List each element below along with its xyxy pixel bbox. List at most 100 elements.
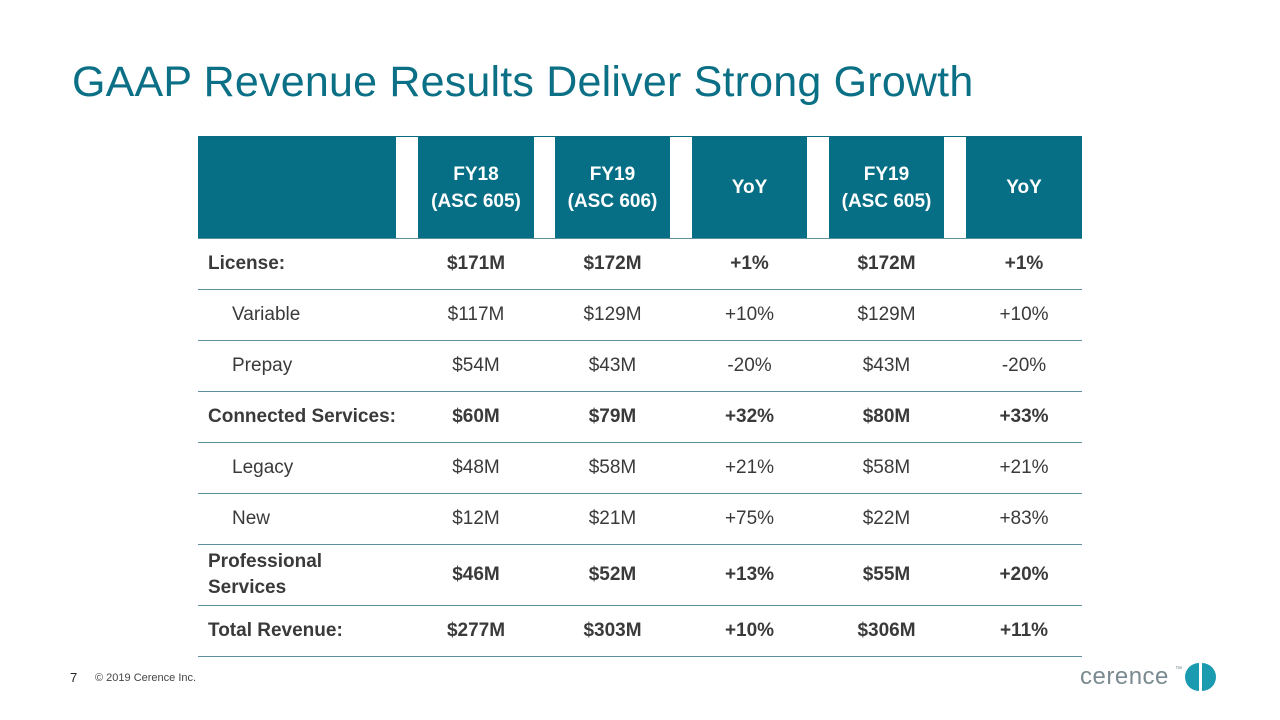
row-value: $55M	[829, 544, 944, 606]
cell-gap	[534, 493, 555, 545]
cell-gap	[670, 340, 692, 392]
cell-gap	[534, 391, 555, 443]
row-value: $43M	[829, 340, 944, 392]
cell-gap	[670, 442, 692, 494]
row-value: $303M	[555, 605, 670, 657]
header-yoy-1: YoY	[692, 136, 807, 239]
row-value: $58M	[555, 442, 670, 494]
cell-gap	[670, 238, 692, 290]
page-number: 7	[70, 670, 78, 685]
row-value: $12M	[418, 493, 534, 545]
cell-gap	[807, 391, 829, 443]
row-label: Professional Services	[198, 544, 396, 606]
cell-gap	[396, 605, 418, 657]
header-gap	[534, 136, 555, 239]
header-gap	[807, 136, 829, 239]
row-value: $117M	[418, 289, 534, 341]
row-label: Connected Services:	[198, 391, 396, 443]
cell-gap	[944, 605, 966, 657]
cell-gap	[396, 238, 418, 290]
cerence-logo: cerence ™	[1080, 663, 1216, 691]
row-value: -20%	[692, 340, 807, 392]
cell-gap	[944, 238, 966, 290]
header-fy19-asc605: FY19 (ASC 605)	[829, 136, 944, 239]
cell-gap	[534, 544, 555, 606]
cell-gap	[396, 289, 418, 341]
cell-gap	[807, 605, 829, 657]
row-value: -20%	[966, 340, 1082, 392]
cell-gap	[944, 340, 966, 392]
cell-gap	[944, 391, 966, 443]
header-gap	[670, 136, 692, 239]
cell-gap	[396, 493, 418, 545]
row-value: +21%	[966, 442, 1082, 494]
row-value: +32%	[692, 391, 807, 443]
row-value: $172M	[829, 238, 944, 290]
table-row: Professional Services $46M $52M +13% $55M +20…	[198, 544, 1082, 606]
row-value: +1%	[692, 238, 807, 290]
cell-gap	[670, 493, 692, 545]
header-fy19-asc606: FY19 (ASC 606)	[555, 136, 670, 239]
cell-gap	[944, 442, 966, 494]
row-label: Variable	[198, 289, 396, 341]
revenue-table: FY18 (ASC 605) FY19 (ASC 606) YoY FY19 (ASC…	[198, 136, 1082, 657]
header-gap	[944, 136, 966, 239]
row-value: $80M	[829, 391, 944, 443]
row-label: License:	[198, 238, 396, 290]
row-value: $43M	[555, 340, 670, 392]
table-body: License: $171M $172M +1% $172M +1% Variable $11…	[198, 238, 1082, 657]
row-value: +33%	[966, 391, 1082, 443]
row-value: $21M	[555, 493, 670, 545]
row-value: +83%	[966, 493, 1082, 545]
header-fy18: FY18 (ASC 605)	[418, 136, 534, 239]
row-value: $129M	[555, 289, 670, 341]
row-value: $79M	[555, 391, 670, 443]
cell-gap	[534, 289, 555, 341]
cell-gap	[534, 340, 555, 392]
cell-gap	[807, 289, 829, 341]
row-value: +10%	[692, 605, 807, 657]
table-row: License: $171M $172M +1% $172M +1%	[198, 238, 1082, 290]
row-value: +20%	[966, 544, 1082, 606]
cell-gap	[807, 340, 829, 392]
table-row: Legacy $48M $58M +21% $58M +21%	[198, 442, 1082, 494]
row-value: +1%	[966, 238, 1082, 290]
row-label: New	[198, 493, 396, 545]
header-gap	[396, 136, 418, 239]
cell-gap	[396, 544, 418, 606]
row-value: $129M	[829, 289, 944, 341]
page-title: GAAP Revenue Results Deliver Strong Grow…	[72, 58, 974, 106]
cell-gap	[807, 544, 829, 606]
logo-text: cerence	[1080, 663, 1169, 690]
row-value: $48M	[418, 442, 534, 494]
cell-gap	[396, 391, 418, 443]
row-value: $277M	[418, 605, 534, 657]
row-value: +10%	[966, 289, 1082, 341]
table-header-row: FY18 (ASC 605) FY19 (ASC 606) YoY FY19 (ASC…	[198, 136, 1082, 239]
row-value: $306M	[829, 605, 944, 657]
row-value: +13%	[692, 544, 807, 606]
row-value: +75%	[692, 493, 807, 545]
row-value: $60M	[418, 391, 534, 443]
row-value: $52M	[555, 544, 670, 606]
cell-gap	[944, 289, 966, 341]
row-value: $171M	[418, 238, 534, 290]
cell-gap	[670, 391, 692, 443]
cell-gap	[534, 605, 555, 657]
logo-trademark: ™	[1175, 666, 1182, 673]
row-label: Prepay	[198, 340, 396, 392]
header-label-cell	[198, 136, 396, 239]
row-value: +10%	[692, 289, 807, 341]
cell-gap	[670, 544, 692, 606]
table-row: Prepay $54M $43M -20% $43M -20%	[198, 340, 1082, 392]
cell-gap	[944, 544, 966, 606]
table-row: Connected Services: $60M $79M +32% $80M +33%	[198, 391, 1082, 443]
row-value: $54M	[418, 340, 534, 392]
cell-gap	[807, 238, 829, 290]
row-value: $172M	[555, 238, 670, 290]
cell-gap	[534, 442, 555, 494]
row-value: $58M	[829, 442, 944, 494]
cell-gap	[396, 340, 418, 392]
row-value: $22M	[829, 493, 944, 545]
header-yoy-2: YoY	[966, 136, 1082, 239]
